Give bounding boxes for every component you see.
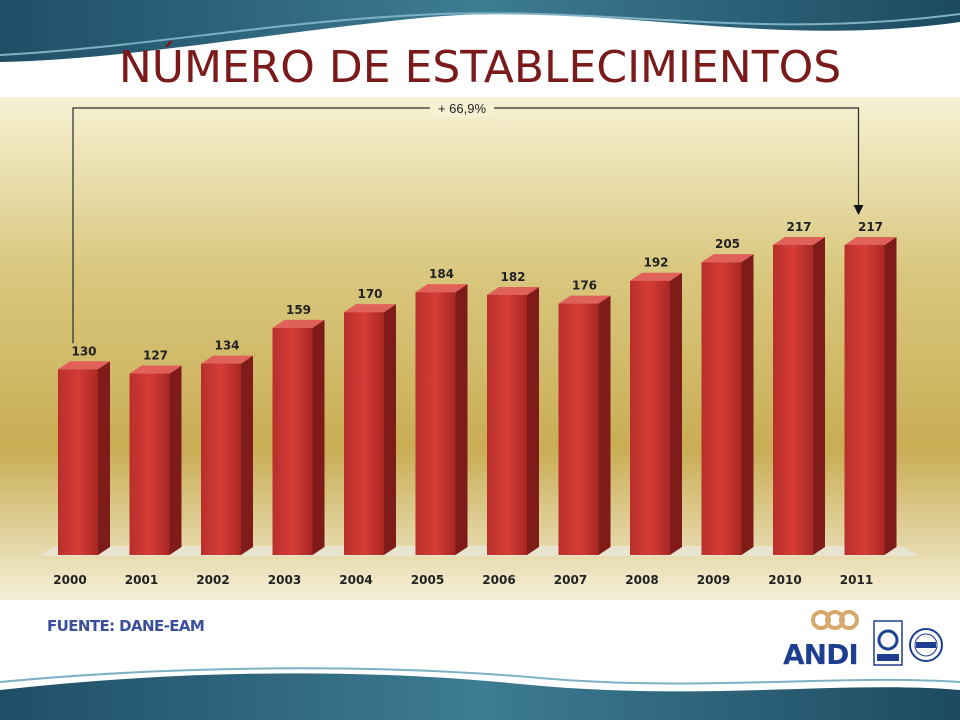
data-label: 127 xyxy=(143,349,168,363)
data-label: 170 xyxy=(357,287,382,301)
x-tick-label: 2006 xyxy=(482,573,515,587)
data-label: 217 xyxy=(786,220,811,234)
x-tick-label: 2011 xyxy=(840,573,873,587)
iqnet-certification-icon xyxy=(909,628,943,662)
bar xyxy=(558,295,611,555)
x-tick-label: 2010 xyxy=(768,573,801,587)
bar-chart: 130 2000 127 2001 134 2002 159 2003 170 2004 184 20… xyxy=(0,97,960,600)
bar xyxy=(201,355,253,555)
chart-floor xyxy=(38,546,920,556)
andi-logo-text: ANDI xyxy=(783,638,859,671)
bar xyxy=(773,237,825,555)
data-label: 134 xyxy=(214,339,239,353)
arrow-down-icon xyxy=(853,205,864,216)
bar xyxy=(344,304,396,555)
bar xyxy=(701,254,754,555)
data-label: 130 xyxy=(71,344,96,358)
icontec-certification-icon xyxy=(873,620,903,666)
data-label: 176 xyxy=(572,279,597,293)
bar xyxy=(630,272,682,555)
x-tick-label: 2004 xyxy=(339,573,372,587)
source-note: FUENTE: DANE-EAM xyxy=(47,617,205,635)
x-tick-label: 2009 xyxy=(697,573,730,587)
x-tick-label: 2005 xyxy=(411,573,444,587)
data-label: 159 xyxy=(286,303,311,317)
bottom-wave-decoration xyxy=(0,667,960,720)
bar xyxy=(487,287,539,555)
x-tick-label: 2008 xyxy=(625,573,658,587)
x-tick-label: 2002 xyxy=(196,573,229,587)
x-tick-label: 2007 xyxy=(554,573,587,587)
data-label: 192 xyxy=(643,256,668,270)
x-tick-label: 2003 xyxy=(268,573,301,587)
data-label: 184 xyxy=(429,267,454,281)
growth-annotation: + 66,9% xyxy=(438,101,487,116)
x-tick-label: 2000 xyxy=(53,573,86,587)
bar xyxy=(272,319,325,555)
bar xyxy=(58,361,110,555)
bar xyxy=(129,365,182,555)
bar xyxy=(844,237,897,555)
top-wave-decoration xyxy=(0,0,960,62)
andi-logo-icon xyxy=(811,610,859,630)
data-label: 205 xyxy=(715,237,740,251)
bar xyxy=(415,284,468,555)
page-title: NÚMERO DE ESTABLECIMIENTOS xyxy=(118,42,842,93)
x-tick-label: 2001 xyxy=(125,573,158,587)
data-label: 217 xyxy=(858,220,883,234)
data-label: 182 xyxy=(500,270,525,284)
